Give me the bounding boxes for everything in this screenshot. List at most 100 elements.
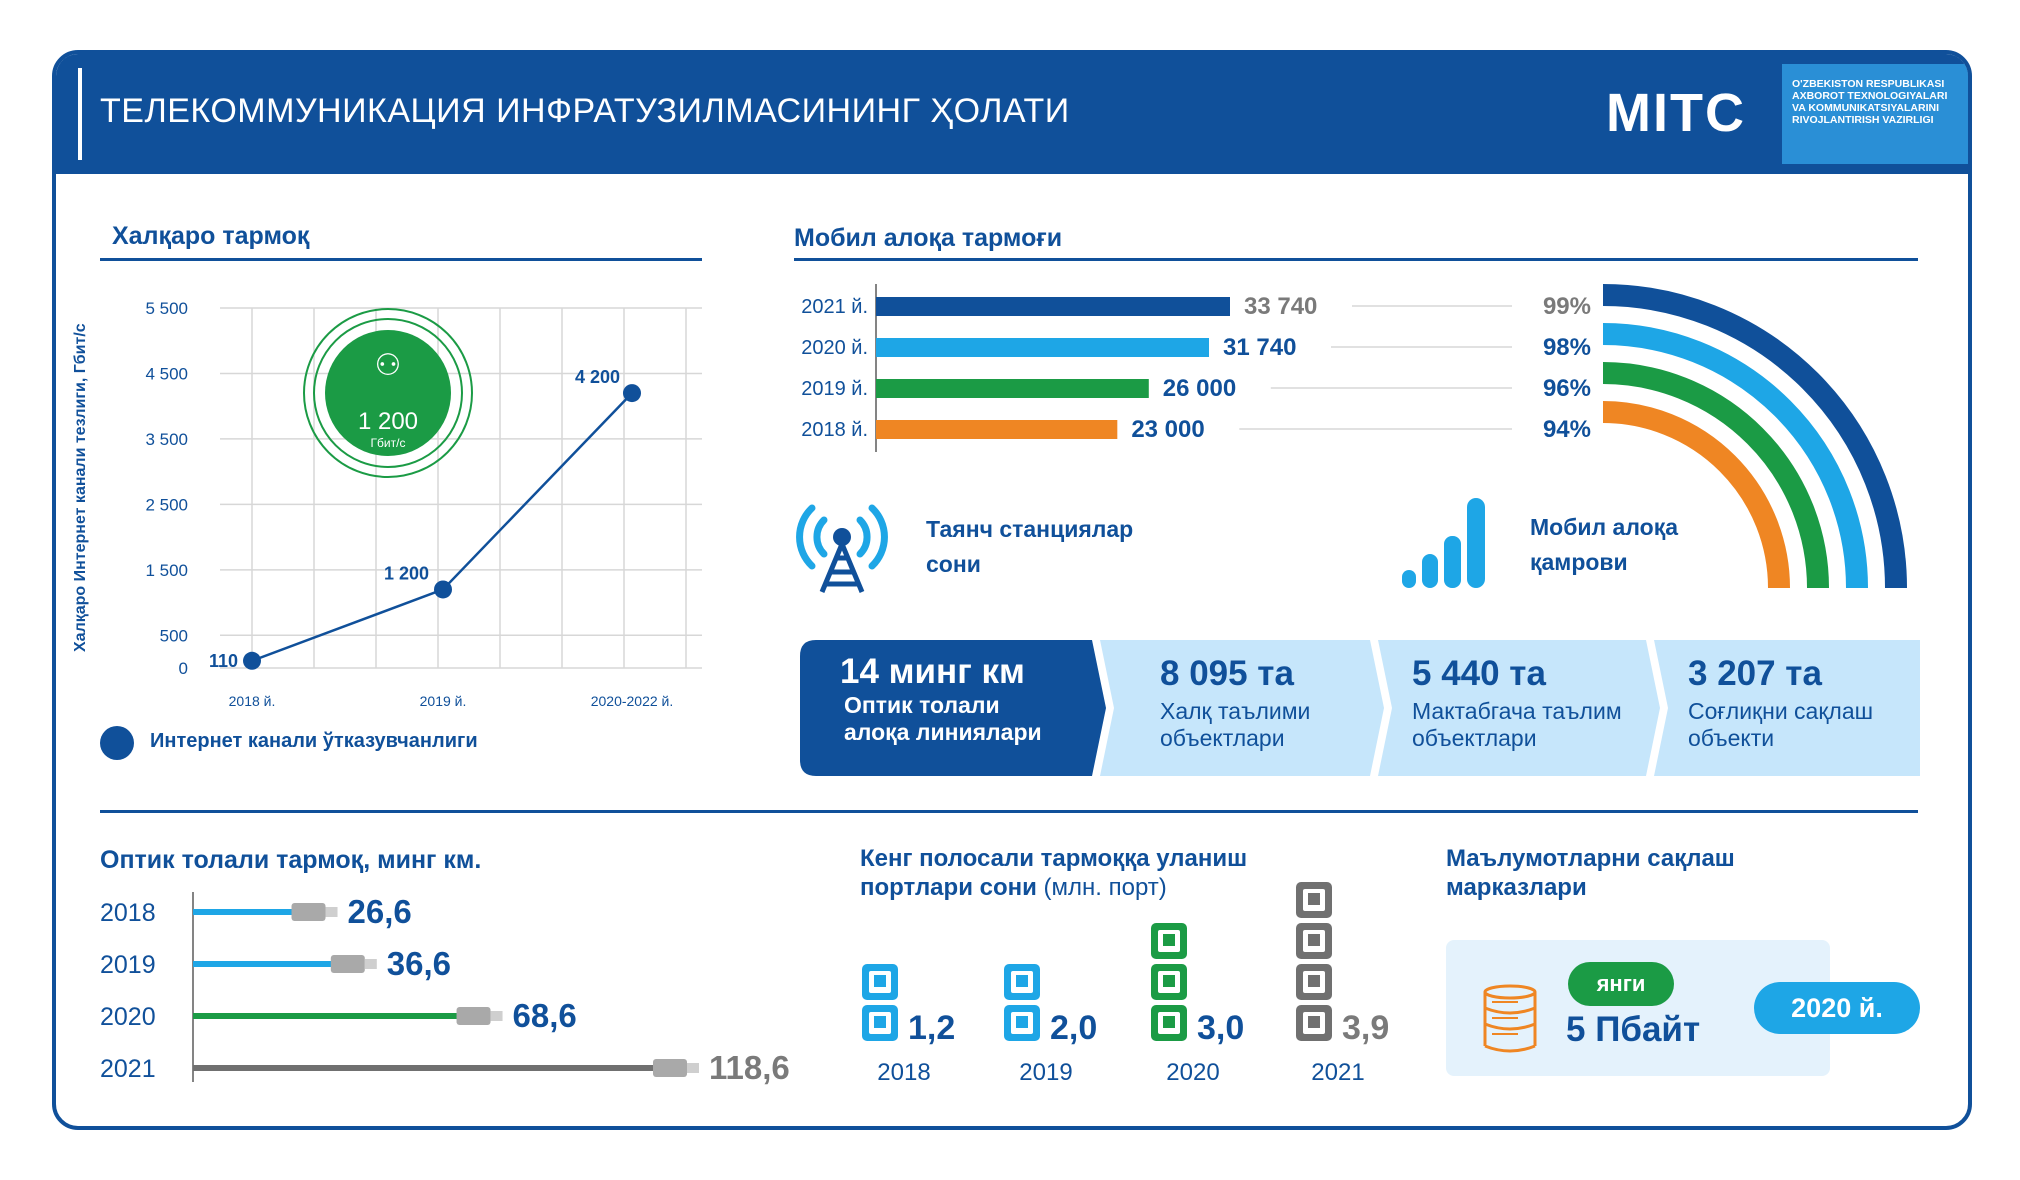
datacenter-value: 5 Пбайт [1566,1010,1701,1049]
port-pin-icon [1308,1016,1320,1028]
coverage-arc [1602,284,1907,589]
mobile-title: Мобил алоқа тармоғи [794,224,1063,252]
signal-bars-icon [1400,494,1492,590]
coverage-arc [1602,362,1829,589]
coverage-pct-label: 98% [1543,334,1591,361]
coverage-pct-label: 99% [1543,293,1591,320]
fiber-value-label: 118,6 [709,1049,790,1086]
fiber-year-label: 2018 [100,899,156,927]
x-tick-label: 2019 й. [420,693,467,709]
connector-icon [653,1059,687,1077]
station-value-label: 31 740 [1223,334,1296,361]
port-pin-icon [1016,1016,1028,1028]
infographic-frame: ТЕЛЕКОММУНИКАЦИЯ ИНФРАТУЗИЛМАСИНИНГ ҲОЛА… [52,50,1972,1130]
station-year-label: 2020 й. [801,337,868,359]
mitc-logo: MITC [1606,83,1746,143]
station-bar [876,338,1210,357]
y-tick-label: 0 [179,659,188,678]
tile-public-education: 8 095 та Халқ таълими объектлари [1160,654,1311,751]
connector-icon [291,903,326,921]
port-pin-icon [1163,934,1175,946]
station-value-label: 33 740 [1244,293,1317,320]
y-tick-label: 500 [160,626,188,645]
year-badge: 2020 й. [1754,982,1920,1034]
broadband-title: Кенг полосали тармоққа уланиш портлари с… [860,845,1248,901]
port-pin-icon [1308,893,1320,905]
x-tick-label: 2020-2022 й. [591,693,674,709]
connector-tip-icon [490,1011,503,1021]
badge-disc [325,330,451,456]
connector-tip-icon [325,907,338,917]
data-point [243,651,261,670]
y-tick-label: 4 500 [145,364,188,383]
coverage-pct-label: 96% [1543,375,1591,402]
y-tick-label: 3 500 [145,430,188,449]
coverage-arc [1602,323,1868,589]
station-year-label: 2019 й. [801,378,868,400]
station-bar [876,297,1230,316]
station-year-label: 2018 й. [801,419,868,441]
port-value-label: 3,0 [1197,1009,1244,1047]
bottom-rule [100,810,1918,813]
database-icon [1482,984,1538,1054]
tile-fiber-lines: 14 минг км Оптик толали алоқа линиялари [840,652,1042,745]
fiber-value-label: 26,6 [348,893,412,930]
globe-users-icon: ⚇ [374,349,402,382]
connector-tip-icon [687,1063,699,1073]
coverage-pct-label: 94% [1543,416,1591,443]
data-label: 1 200 [384,563,429,583]
badge-ring-outer [303,308,473,478]
mobile-rule [794,258,1918,261]
station-value-label: 26 000 [1163,375,1236,402]
port-year-label: 2019 [1019,1059,1072,1086]
port-pin-icon [874,975,886,987]
coverage-arc [1602,401,1790,589]
fiber-value-label: 68,6 [513,997,577,1034]
badge-value: 1 200 [357,408,419,435]
port-pin-icon [1308,934,1320,946]
port-pin-icon [1163,1016,1175,1028]
station-value-label: 23 000 [1131,416,1204,443]
fiber-year-label: 2020 [100,1003,156,1031]
port-pin-icon [1163,975,1175,987]
y-tick-label: 5 500 [145,299,188,318]
legend-label: Интернет канали ўтказувчанлиги [150,730,478,752]
port-pin-icon [1016,975,1028,987]
port-value-label: 1,2 [908,1009,955,1047]
connector-icon [456,1007,491,1025]
station-bar [876,379,1149,398]
port-year-label: 2021 [1311,1059,1364,1086]
ministry-emblem: O'ZBEKISTON RESPUBLIKASI AXBOROT TEXNOLO… [1782,64,1968,164]
international-rule [100,258,702,261]
fiber-year-label: 2021 [100,1055,156,1083]
datacenter-title: Маълумотларни сақлаш марказлари [1446,845,1735,901]
tiles-row: 14 минг км Оптик толали алоқа линиялари … [800,640,1920,776]
legend-marker [100,726,134,760]
page-title: ТЕЛЕКОММУНИКАЦИЯ ИНФРАТУЗИЛМАСИНИНГ ҲОЛА… [100,92,1070,130]
port-pin-icon [874,1016,886,1028]
y-tick-label: 2 500 [145,495,188,514]
connector-icon [330,955,365,973]
port-value-label: 3,9 [1342,1009,1389,1047]
header-accent [78,68,82,160]
port-year-label: 2020 [1166,1059,1219,1086]
new-badge: янги [1568,962,1674,1006]
tile-healthcare: 3 207 та Соғлиқни сақлаш объекти [1688,654,1874,751]
fiber-year-label: 2019 [100,951,156,979]
x-tick-label: 2018 й. [229,693,276,709]
station-bar [876,420,1118,439]
tile-preschool: 5 440 та Мактабгача таълим объектлари [1412,654,1622,751]
fiber-title: Оптик толали тармоқ, минг км. [100,846,482,874]
connector-tip-icon [364,959,377,969]
data-label: 110 [209,651,238,671]
y-tick-label: 1 500 [145,561,188,580]
port-year-label: 2018 [877,1059,930,1086]
international-title: Халқаро тармоқ [112,222,310,250]
stations-label: Таянч станциялар сони [926,516,1134,577]
tower-icon [794,494,890,594]
data-label: 4 200 [575,367,620,387]
data-point [434,580,452,599]
coverage-label: Мобил алоқа қамрови [1530,514,1679,575]
badge-ring-inner [313,318,463,468]
